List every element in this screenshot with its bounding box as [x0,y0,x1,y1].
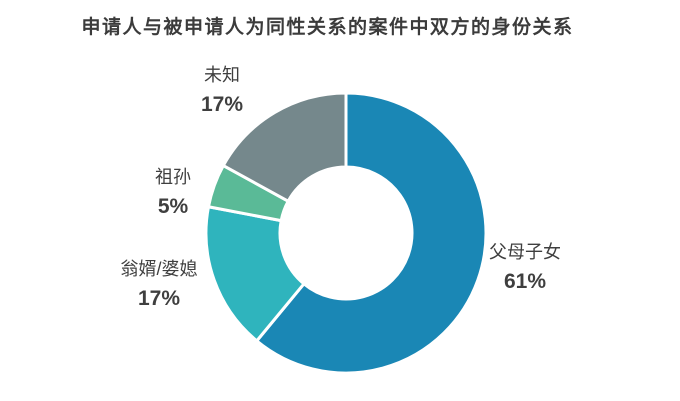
donut-segment-1 [204,205,306,343]
segment-label-inlaws: 翁婿/婆媳 17% [100,254,218,314]
donut-segment-0 [255,91,488,375]
segment-label-parents-children: 父母子女 61% [470,237,580,297]
segment-percent: 61% [503,270,547,293]
segment-name: 祖孙 [155,167,191,187]
chart-title: 申请人与被申请人为同性关系的案件中双方的身份关系 [81,17,574,38]
segment-name: 父母子女 [489,242,561,262]
segment-percent: 5% [157,195,189,218]
segment-percent: 17% [137,287,181,310]
segment-name: 未知 [204,65,240,85]
segment-label-unknown: 未知 17% [170,60,274,120]
segment-label-grandparent-grandchild: 祖孙 5% [123,162,223,222]
segment-name: 翁婿/婆媳 [120,259,198,279]
donut-segment-3 [221,91,348,203]
segment-percent: 17% [200,93,244,116]
donut-svg [204,91,488,375]
donut-chart [196,83,496,383]
